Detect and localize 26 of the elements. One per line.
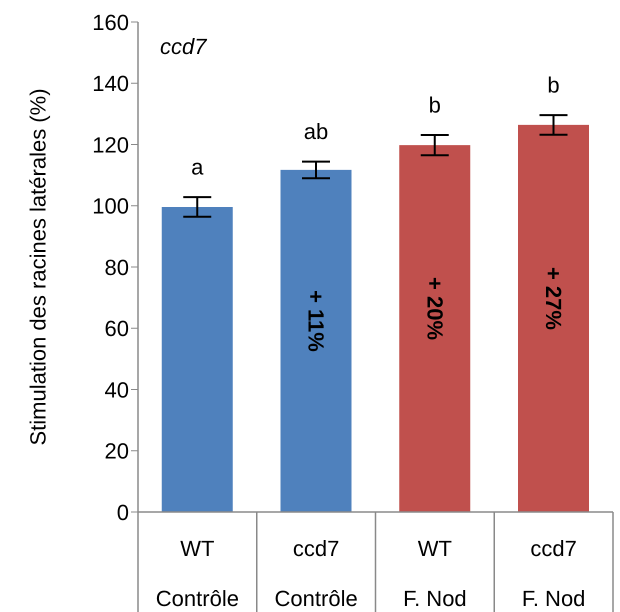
x-tick-label: WT Contrôle (156, 536, 239, 611)
annotation: b (547, 72, 560, 98)
y-tick-label: 20 (104, 438, 129, 464)
annotation: ab (304, 119, 328, 144)
annotation: b (428, 92, 441, 118)
y-tick-label: 80 (104, 254, 129, 280)
annotation: + 11% (304, 290, 328, 352)
y-tick-label: 160 (92, 10, 129, 35)
annotation: + 27% (541, 266, 566, 330)
annotation: a (191, 154, 204, 180)
bar (518, 124, 589, 512)
y-tick-label: 40 (104, 377, 129, 402)
y-tick-label: 140 (92, 71, 129, 96)
y-tick-label: 60 (104, 316, 129, 342)
annotation: + 20% (422, 277, 448, 340)
y-tick-label: 0 (116, 500, 129, 525)
y-tick-label: 120 (92, 132, 129, 158)
x-tick-label: WT F. Nod (403, 536, 467, 611)
bar (280, 170, 352, 512)
bar (399, 145, 470, 512)
x-tick-label: ccd7 F. Nod (522, 536, 586, 611)
x-tick-label: ccd7 Contrôle (274, 536, 358, 611)
bar (162, 206, 233, 512)
y-axis-title: Stimulation des racines latérales (%) (26, 88, 50, 446)
y-tick-label: 100 (92, 194, 129, 219)
text: ccd7 (160, 34, 208, 59)
